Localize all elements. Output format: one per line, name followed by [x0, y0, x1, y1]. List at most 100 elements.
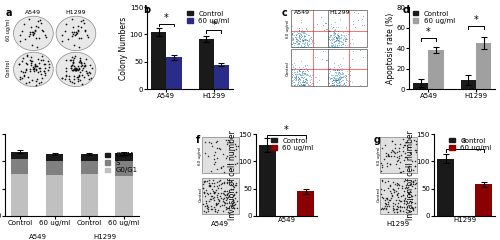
Point: [210, 181, 218, 185]
Point: [298, 26, 306, 30]
Point: [40, 69, 48, 73]
Point: [301, 82, 309, 86]
Point: [69, 68, 77, 72]
Point: [288, 81, 296, 85]
Text: g: g: [374, 135, 381, 145]
Point: [303, 38, 311, 42]
Point: [300, 79, 308, 83]
Point: [290, 83, 298, 87]
Point: [16, 77, 24, 81]
Point: [230, 200, 238, 204]
Point: [300, 80, 308, 84]
Point: [289, 66, 297, 69]
Point: [68, 35, 76, 38]
Point: [230, 202, 238, 206]
Point: [68, 63, 76, 67]
Point: [339, 42, 347, 46]
Point: [81, 64, 89, 68]
Point: [328, 34, 336, 37]
Point: [328, 79, 336, 83]
Point: [293, 30, 301, 33]
Bar: [80, 162, 98, 174]
Point: [299, 76, 307, 80]
Point: [324, 76, 332, 80]
Point: [296, 76, 304, 80]
Point: [300, 33, 308, 37]
Point: [230, 185, 237, 189]
Point: [411, 148, 419, 152]
Point: [323, 27, 331, 31]
Point: [302, 77, 310, 80]
Text: H1299: H1299: [66, 10, 86, 15]
Point: [410, 164, 418, 168]
Point: [202, 201, 210, 205]
Point: [288, 31, 296, 35]
Point: [201, 151, 209, 155]
Point: [74, 67, 82, 71]
Point: [300, 71, 308, 75]
Point: [26, 80, 34, 84]
Point: [296, 35, 304, 38]
Point: [29, 32, 37, 36]
Point: [208, 144, 216, 148]
Point: [330, 43, 338, 47]
Point: [331, 28, 339, 32]
Point: [294, 82, 302, 86]
Point: [305, 42, 313, 46]
Point: [300, 82, 308, 86]
Bar: [11, 152, 28, 159]
Point: [223, 180, 231, 184]
Point: [290, 70, 298, 74]
Point: [44, 65, 52, 68]
Point: [230, 148, 238, 152]
Point: [214, 201, 222, 205]
Bar: [214, 65, 229, 89]
Point: [213, 146, 221, 150]
Point: [380, 188, 388, 192]
Point: [213, 210, 221, 214]
Point: [292, 36, 300, 40]
Point: [334, 63, 342, 67]
Point: [410, 205, 418, 209]
Point: [330, 45, 338, 48]
Point: [297, 75, 305, 79]
Circle shape: [14, 16, 54, 51]
Point: [310, 25, 318, 29]
Text: *: *: [164, 13, 169, 23]
Point: [200, 190, 208, 194]
Point: [70, 66, 78, 70]
Point: [296, 77, 304, 81]
Point: [293, 83, 301, 87]
Point: [300, 83, 308, 87]
Point: [31, 62, 39, 66]
Point: [208, 187, 216, 191]
Point: [342, 36, 350, 40]
Point: [342, 25, 350, 29]
Point: [304, 69, 312, 72]
Point: [330, 76, 338, 80]
Point: [341, 43, 349, 47]
Point: [378, 146, 386, 150]
Point: [62, 22, 70, 26]
Point: [334, 77, 342, 81]
Point: [36, 66, 44, 70]
Point: [230, 193, 238, 197]
Point: [230, 192, 238, 196]
Point: [328, 45, 336, 48]
Point: [332, 83, 340, 87]
Point: [220, 170, 228, 174]
Point: [333, 83, 341, 87]
Point: [334, 77, 342, 81]
Point: [331, 78, 339, 82]
Point: [405, 209, 413, 213]
Point: [210, 162, 218, 166]
Point: [334, 39, 342, 42]
Point: [382, 198, 390, 202]
Point: [302, 26, 310, 30]
Point: [332, 78, 340, 82]
Point: [300, 34, 308, 38]
Text: a: a: [6, 8, 12, 18]
Point: [404, 191, 412, 194]
Point: [291, 64, 299, 67]
Point: [332, 80, 340, 84]
